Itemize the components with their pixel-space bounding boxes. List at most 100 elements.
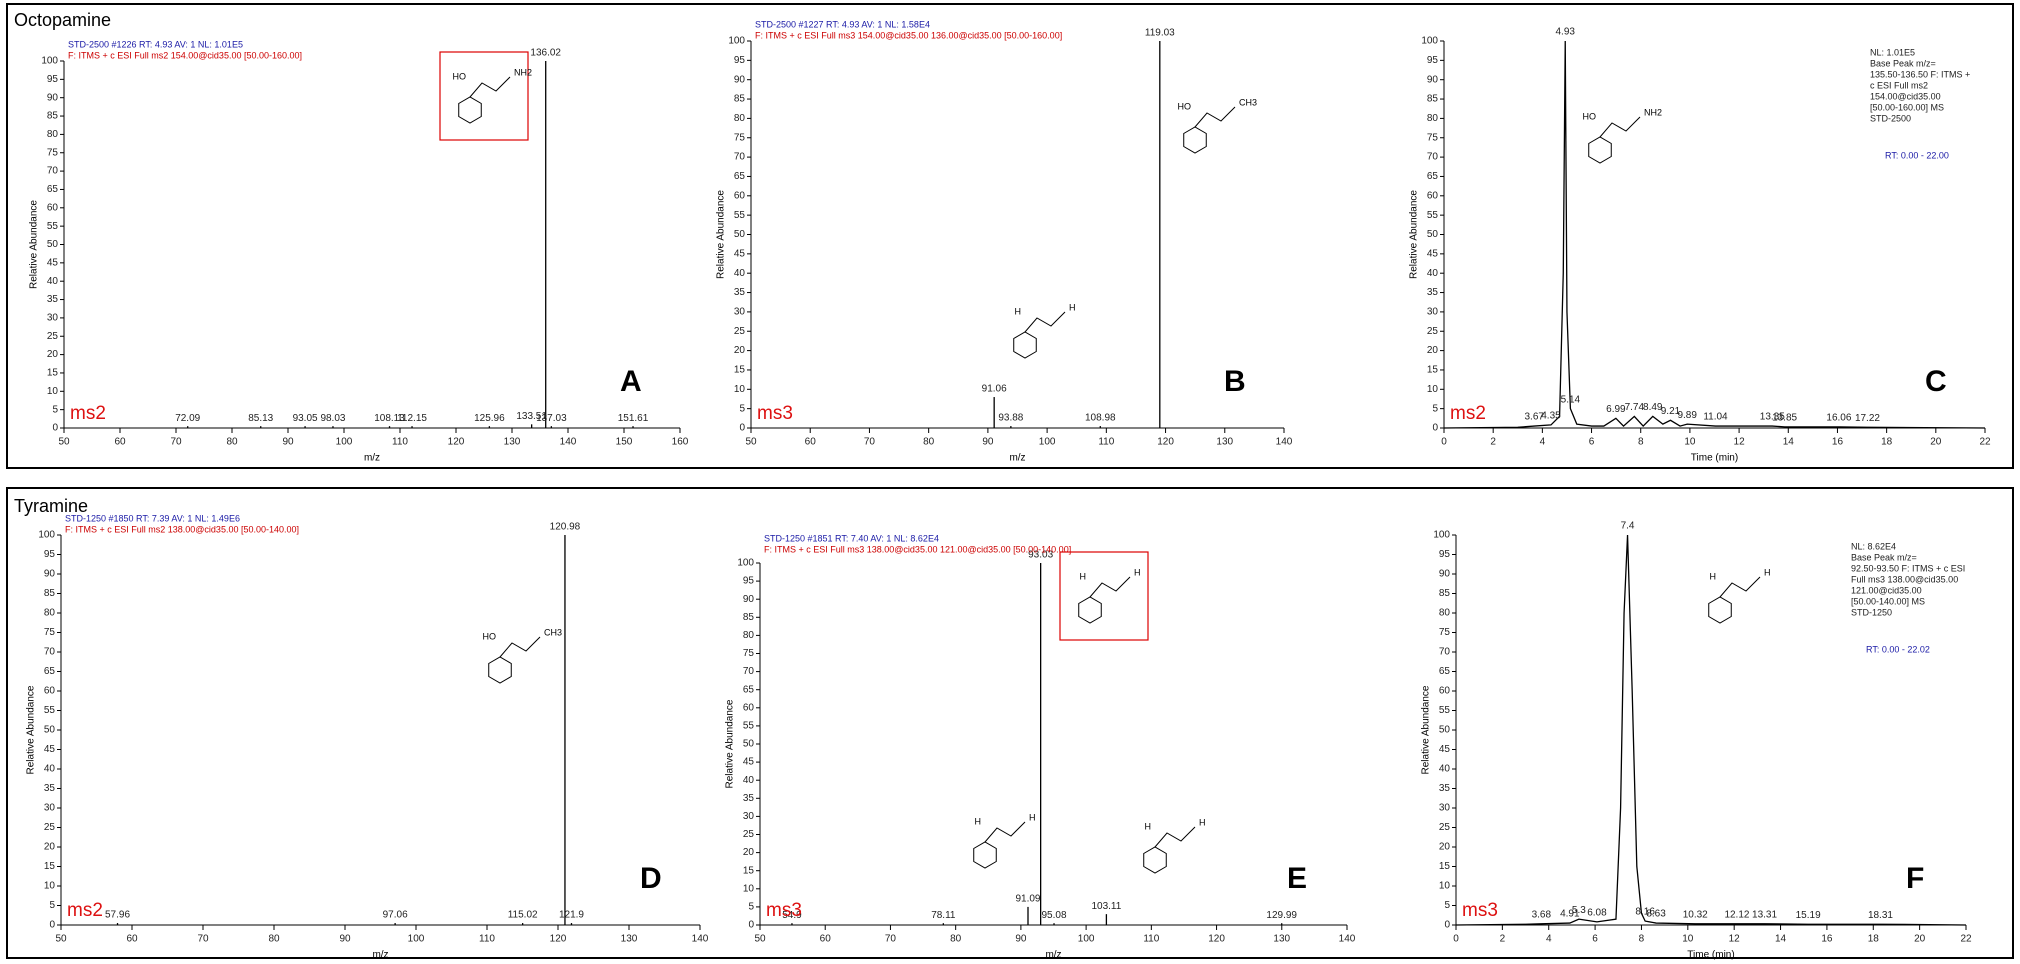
y-tick-label: 80 — [44, 608, 56, 619]
spectrum-header: F: ITMS + c ESI Full ms3 154.00@cid35.00… — [755, 30, 1062, 40]
atom-label: H — [1710, 571, 1717, 581]
side-text: 92.50-93.50 F: ITMS + c ESI — [1851, 563, 1965, 573]
peak-label: 8.16 — [1635, 907, 1655, 918]
peak-label: 13.35 — [1760, 412, 1785, 423]
y-tick-label: 5 — [739, 403, 745, 414]
x-tick-label: 100 — [1039, 437, 1056, 448]
x-tick-label: 20 — [1914, 934, 1926, 945]
y-tick-label: 70 — [47, 166, 59, 177]
y-tick-label: 70 — [734, 152, 746, 163]
side-text: 154.00@cid35.00 — [1870, 91, 1941, 101]
y-tick-label: 15 — [47, 368, 59, 379]
atom-label: H — [1069, 302, 1076, 312]
x-tick-label: 130 — [1216, 437, 1233, 448]
peak-label: 3.67 — [1525, 412, 1545, 423]
y-tick-label: 85 — [734, 94, 746, 105]
side-text: 121.00@cid35.00 — [1851, 585, 1922, 595]
y-tick-label: 65 — [1439, 666, 1451, 677]
atom-label: HO — [1178, 101, 1192, 111]
peak-label: 5.3 — [1572, 905, 1586, 916]
group-frame — [6, 487, 2014, 959]
structure-ring — [488, 656, 512, 684]
y-tick-label: 60 — [743, 702, 755, 713]
y-tick-label: 5 — [1444, 900, 1450, 911]
structure-chain — [984, 821, 1026, 843]
y-tick-label: 30 — [1427, 307, 1439, 318]
y-tick-label: 10 — [1439, 881, 1451, 892]
stage-label: ms2 — [1450, 403, 1486, 424]
x-tick-label: 10 — [1684, 437, 1696, 448]
x-tick-label: 100 — [408, 934, 425, 945]
peak-label: 137.03 — [536, 413, 567, 424]
y-tick-label: 30 — [1439, 803, 1451, 814]
x-axis-label: m/z — [364, 453, 380, 464]
x-axis-label: m/z — [1009, 453, 1025, 464]
x-tick-label: 50 — [754, 934, 766, 945]
atom-label: H — [1029, 812, 1036, 822]
structure-chain — [1599, 116, 1641, 138]
x-tick-label: 4 — [1546, 934, 1552, 945]
y-tick-label: 90 — [1427, 74, 1439, 85]
structure-ring — [973, 841, 997, 869]
x-tick-label: 10 — [1682, 934, 1694, 945]
peak-label: 91.09 — [1015, 894, 1040, 905]
y-tick-label: 20 — [1439, 842, 1451, 853]
y-tick-label: 25 — [1439, 822, 1451, 833]
panel-letter: C — [1925, 365, 1947, 398]
y-tick-label: 55 — [1439, 705, 1451, 716]
y-tick-label: 75 — [1427, 132, 1439, 143]
y-tick-label: 90 — [44, 569, 56, 580]
y-tick-label: 25 — [44, 822, 56, 833]
y-tick-label: 25 — [1427, 326, 1439, 337]
y-tick-label: 90 — [734, 74, 746, 85]
y-tick-label: 80 — [1439, 608, 1451, 619]
y-tick-label: 5 — [748, 902, 754, 913]
y-tick-label: 95 — [1427, 55, 1439, 66]
x-tick-label: 120 — [448, 437, 465, 448]
y-tick-label: 0 — [739, 423, 745, 434]
y-tick-label: 60 — [1427, 190, 1439, 201]
x-tick-label: 14 — [1775, 934, 1787, 945]
y-axis-label: Relative Abundance — [1409, 190, 1420, 279]
peak-label: 9.89 — [1677, 410, 1697, 421]
peak-label: 133.51 — [516, 411, 547, 422]
peak-label: 91.06 — [982, 384, 1007, 395]
panel-letter: F — [1906, 862, 1924, 895]
structure-chain — [1194, 106, 1236, 128]
x-tick-label: 50 — [745, 437, 757, 448]
y-tick-label: 70 — [1427, 152, 1439, 163]
peak-label: 119.03 — [1145, 28, 1175, 39]
x-tick-label: 110 — [1143, 934, 1159, 945]
peak-label: 15.19 — [1796, 910, 1821, 921]
y-tick-label: 25 — [47, 331, 59, 342]
peak-label: 78.11 — [931, 910, 956, 921]
peak-label: 4.91 — [1560, 909, 1580, 920]
y-tick-label: 45 — [743, 757, 755, 768]
y-tick-label: 60 — [734, 190, 746, 201]
x-tick-label: 22 — [1960, 934, 1972, 945]
y-tick-label: 70 — [44, 647, 56, 658]
peak-label: 120.98 — [550, 522, 581, 533]
x-tick-label: 110 — [1098, 437, 1114, 448]
side-text: [50.00-160.00] MS — [1870, 102, 1944, 112]
side-text: STD-1250 — [1851, 607, 1892, 617]
peak-label: 136.02 — [530, 48, 561, 59]
y-tick-label: 85 — [1427, 94, 1439, 105]
y-tick-label: 10 — [1427, 384, 1439, 395]
x-axis-label: Time (min) — [1687, 950, 1734, 961]
y-tick-label: 100 — [38, 530, 55, 541]
x-tick-label: 70 — [170, 437, 182, 448]
y-tick-label: 65 — [734, 171, 746, 182]
y-tick-label: 35 — [1427, 287, 1439, 298]
group-title: Octopamine — [14, 10, 111, 30]
spectrum-header: STD-2500 #1227 RT: 4.93 AV: 1 NL: 1.58E4 — [755, 19, 930, 29]
peak-label: 151.61 — [618, 413, 649, 424]
x-tick-label: 80 — [950, 934, 962, 945]
y-axis-label: Relative Abundance — [26, 685, 37, 774]
peak-label: 8.49 — [1643, 402, 1663, 413]
y-tick-label: 75 — [734, 132, 746, 143]
side-text: [50.00-140.00] MS — [1851, 596, 1925, 606]
x-tick-label: 2 — [1490, 437, 1496, 448]
